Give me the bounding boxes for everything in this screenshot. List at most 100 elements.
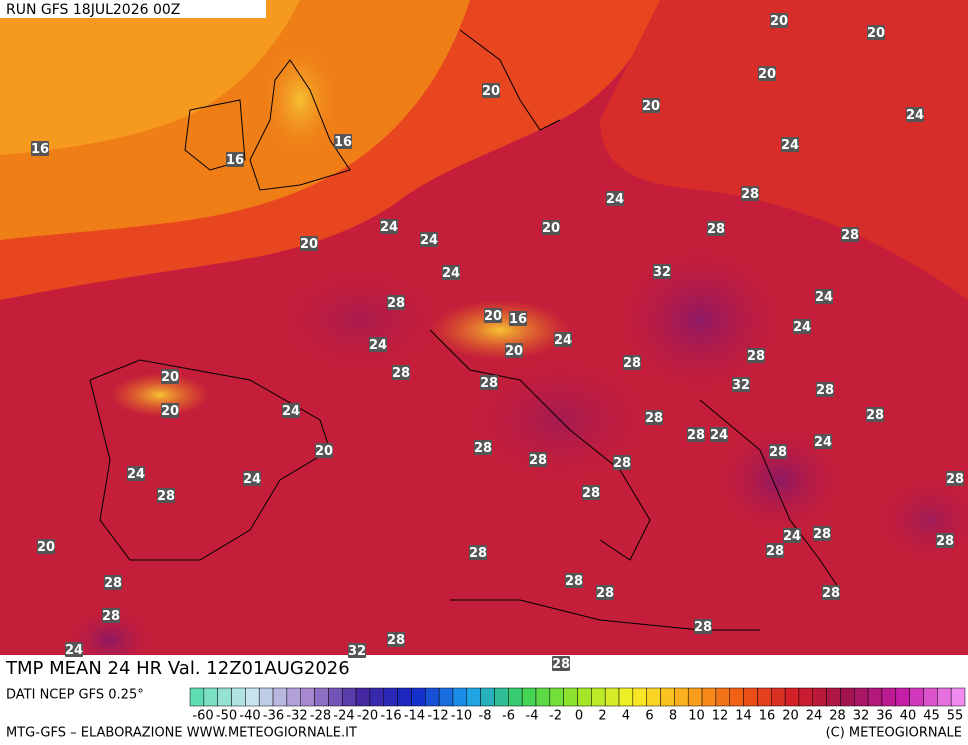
legend-tick-label: -4	[526, 709, 539, 724]
legend-swatch	[411, 687, 426, 707]
legend-swatch	[646, 687, 661, 707]
contour-label-box	[613, 455, 631, 470]
legend-swatch	[784, 687, 800, 707]
contour-label: 28	[687, 428, 705, 443]
legend-swatch	[508, 687, 523, 707]
contour-label-box	[554, 332, 572, 347]
contour-label: 20	[482, 84, 500, 99]
legend-swatch	[729, 687, 744, 707]
contour-label: 24	[781, 138, 799, 153]
contour-label: 24	[282, 404, 300, 419]
contour-label-box	[484, 308, 502, 323]
contour-label: 28	[766, 544, 784, 559]
legend-swatch	[577, 687, 592, 707]
legend-swatch	[272, 687, 288, 707]
contour-label: 20	[758, 67, 776, 82]
contour-label-box	[226, 152, 244, 167]
legend-tick-label: -6	[502, 709, 515, 724]
contour-label: 24	[793, 320, 811, 335]
legend-tick-label: 8	[669, 709, 677, 724]
contour-label-box	[606, 191, 624, 206]
contour-label-box	[813, 526, 831, 541]
legend-swatch	[771, 687, 786, 707]
legend-swatch	[812, 687, 827, 707]
contour-label: 28	[552, 657, 570, 672]
contour-label-box	[936, 533, 954, 548]
contour-label-box	[694, 619, 712, 634]
contour-label: 28	[565, 574, 583, 589]
contour-label-box	[747, 348, 765, 363]
contour-label: 20	[315, 444, 333, 459]
contour-label-box	[482, 83, 500, 98]
contour-label: 24	[380, 220, 398, 235]
contour-label: 28	[747, 349, 765, 364]
contour-label: 24	[554, 333, 572, 348]
legend-swatch	[341, 687, 357, 707]
legend-swatch	[591, 687, 606, 707]
legend-tick-label: -36	[263, 709, 284, 724]
legend-swatch	[923, 687, 938, 707]
legend-tick-label: -50	[216, 709, 237, 724]
contour-label: 28	[741, 187, 759, 202]
legend-swatch	[300, 687, 315, 707]
legend-swatch	[895, 687, 910, 707]
contour-label-box	[161, 369, 179, 384]
contour-label: 32	[732, 378, 750, 393]
contour-label-box	[529, 452, 547, 467]
legend-tick-label: 24	[806, 709, 823, 724]
contour-label-box	[157, 488, 175, 503]
legend-tick-label: 32	[853, 709, 870, 724]
legend-swatch	[854, 687, 869, 707]
contour-label: 28	[816, 383, 834, 398]
legend-tick-label: 28	[829, 709, 846, 724]
legend-tick-label: -28	[310, 709, 331, 724]
legend-source: DATI NCEP GFS 0.25°	[6, 688, 144, 703]
contour-label: 32	[653, 265, 671, 280]
contour-label: 16	[31, 142, 49, 157]
contour-label-box	[645, 410, 663, 425]
contour-label: 20	[161, 404, 179, 419]
contour-label: 28	[822, 586, 840, 601]
contour-label: 24	[442, 266, 460, 281]
legend-tick-label: -12	[427, 709, 448, 724]
legend-swatch	[535, 687, 551, 707]
contour-label-box	[707, 221, 725, 236]
contour-label-box	[741, 186, 759, 201]
contour-label-box	[793, 319, 811, 334]
contour-label-box	[420, 232, 438, 247]
contour-label-box	[505, 343, 523, 358]
contour-label-box	[946, 471, 964, 486]
contour-label: 28	[582, 486, 600, 501]
map	[0, 0, 968, 670]
contour-label-box	[380, 219, 398, 234]
legend-swatch	[632, 687, 647, 707]
legend-swatch	[687, 687, 703, 707]
legend-tick-label: -8	[479, 709, 492, 724]
legend-swatch	[494, 687, 509, 707]
legend-swatch	[397, 687, 412, 707]
contour-label-box	[866, 407, 884, 422]
contour-label-box	[300, 236, 318, 251]
contour-label: 28	[769, 445, 787, 460]
contour-label-box	[127, 466, 145, 481]
legend-tick-label: 4	[622, 709, 630, 724]
contour-label: 20	[37, 540, 55, 555]
legend-tick-label: -24	[333, 709, 354, 724]
contour-label-box	[781, 137, 799, 152]
contour-label-box	[469, 545, 487, 560]
legend-tick-label: 10	[688, 709, 705, 724]
contour-label-box	[552, 656, 570, 671]
legend-tick-label: 12	[712, 709, 729, 724]
contour-label: 28	[102, 609, 120, 624]
legend-swatch	[950, 687, 966, 707]
contour-label: 28	[474, 441, 492, 456]
run-box	[0, 0, 266, 18]
legend-swatch	[480, 687, 495, 707]
legend-swatch	[258, 687, 274, 707]
contour-label: 28	[866, 408, 884, 423]
contour-label: 24	[65, 643, 83, 658]
footer-left: MTG-GFS – ELABORAZIONE WWW.METEOGIORNALE…	[6, 726, 357, 741]
legend-tick-label: -16	[380, 709, 401, 724]
contour-label: 16	[509, 312, 527, 327]
contour-label-box	[387, 632, 405, 647]
